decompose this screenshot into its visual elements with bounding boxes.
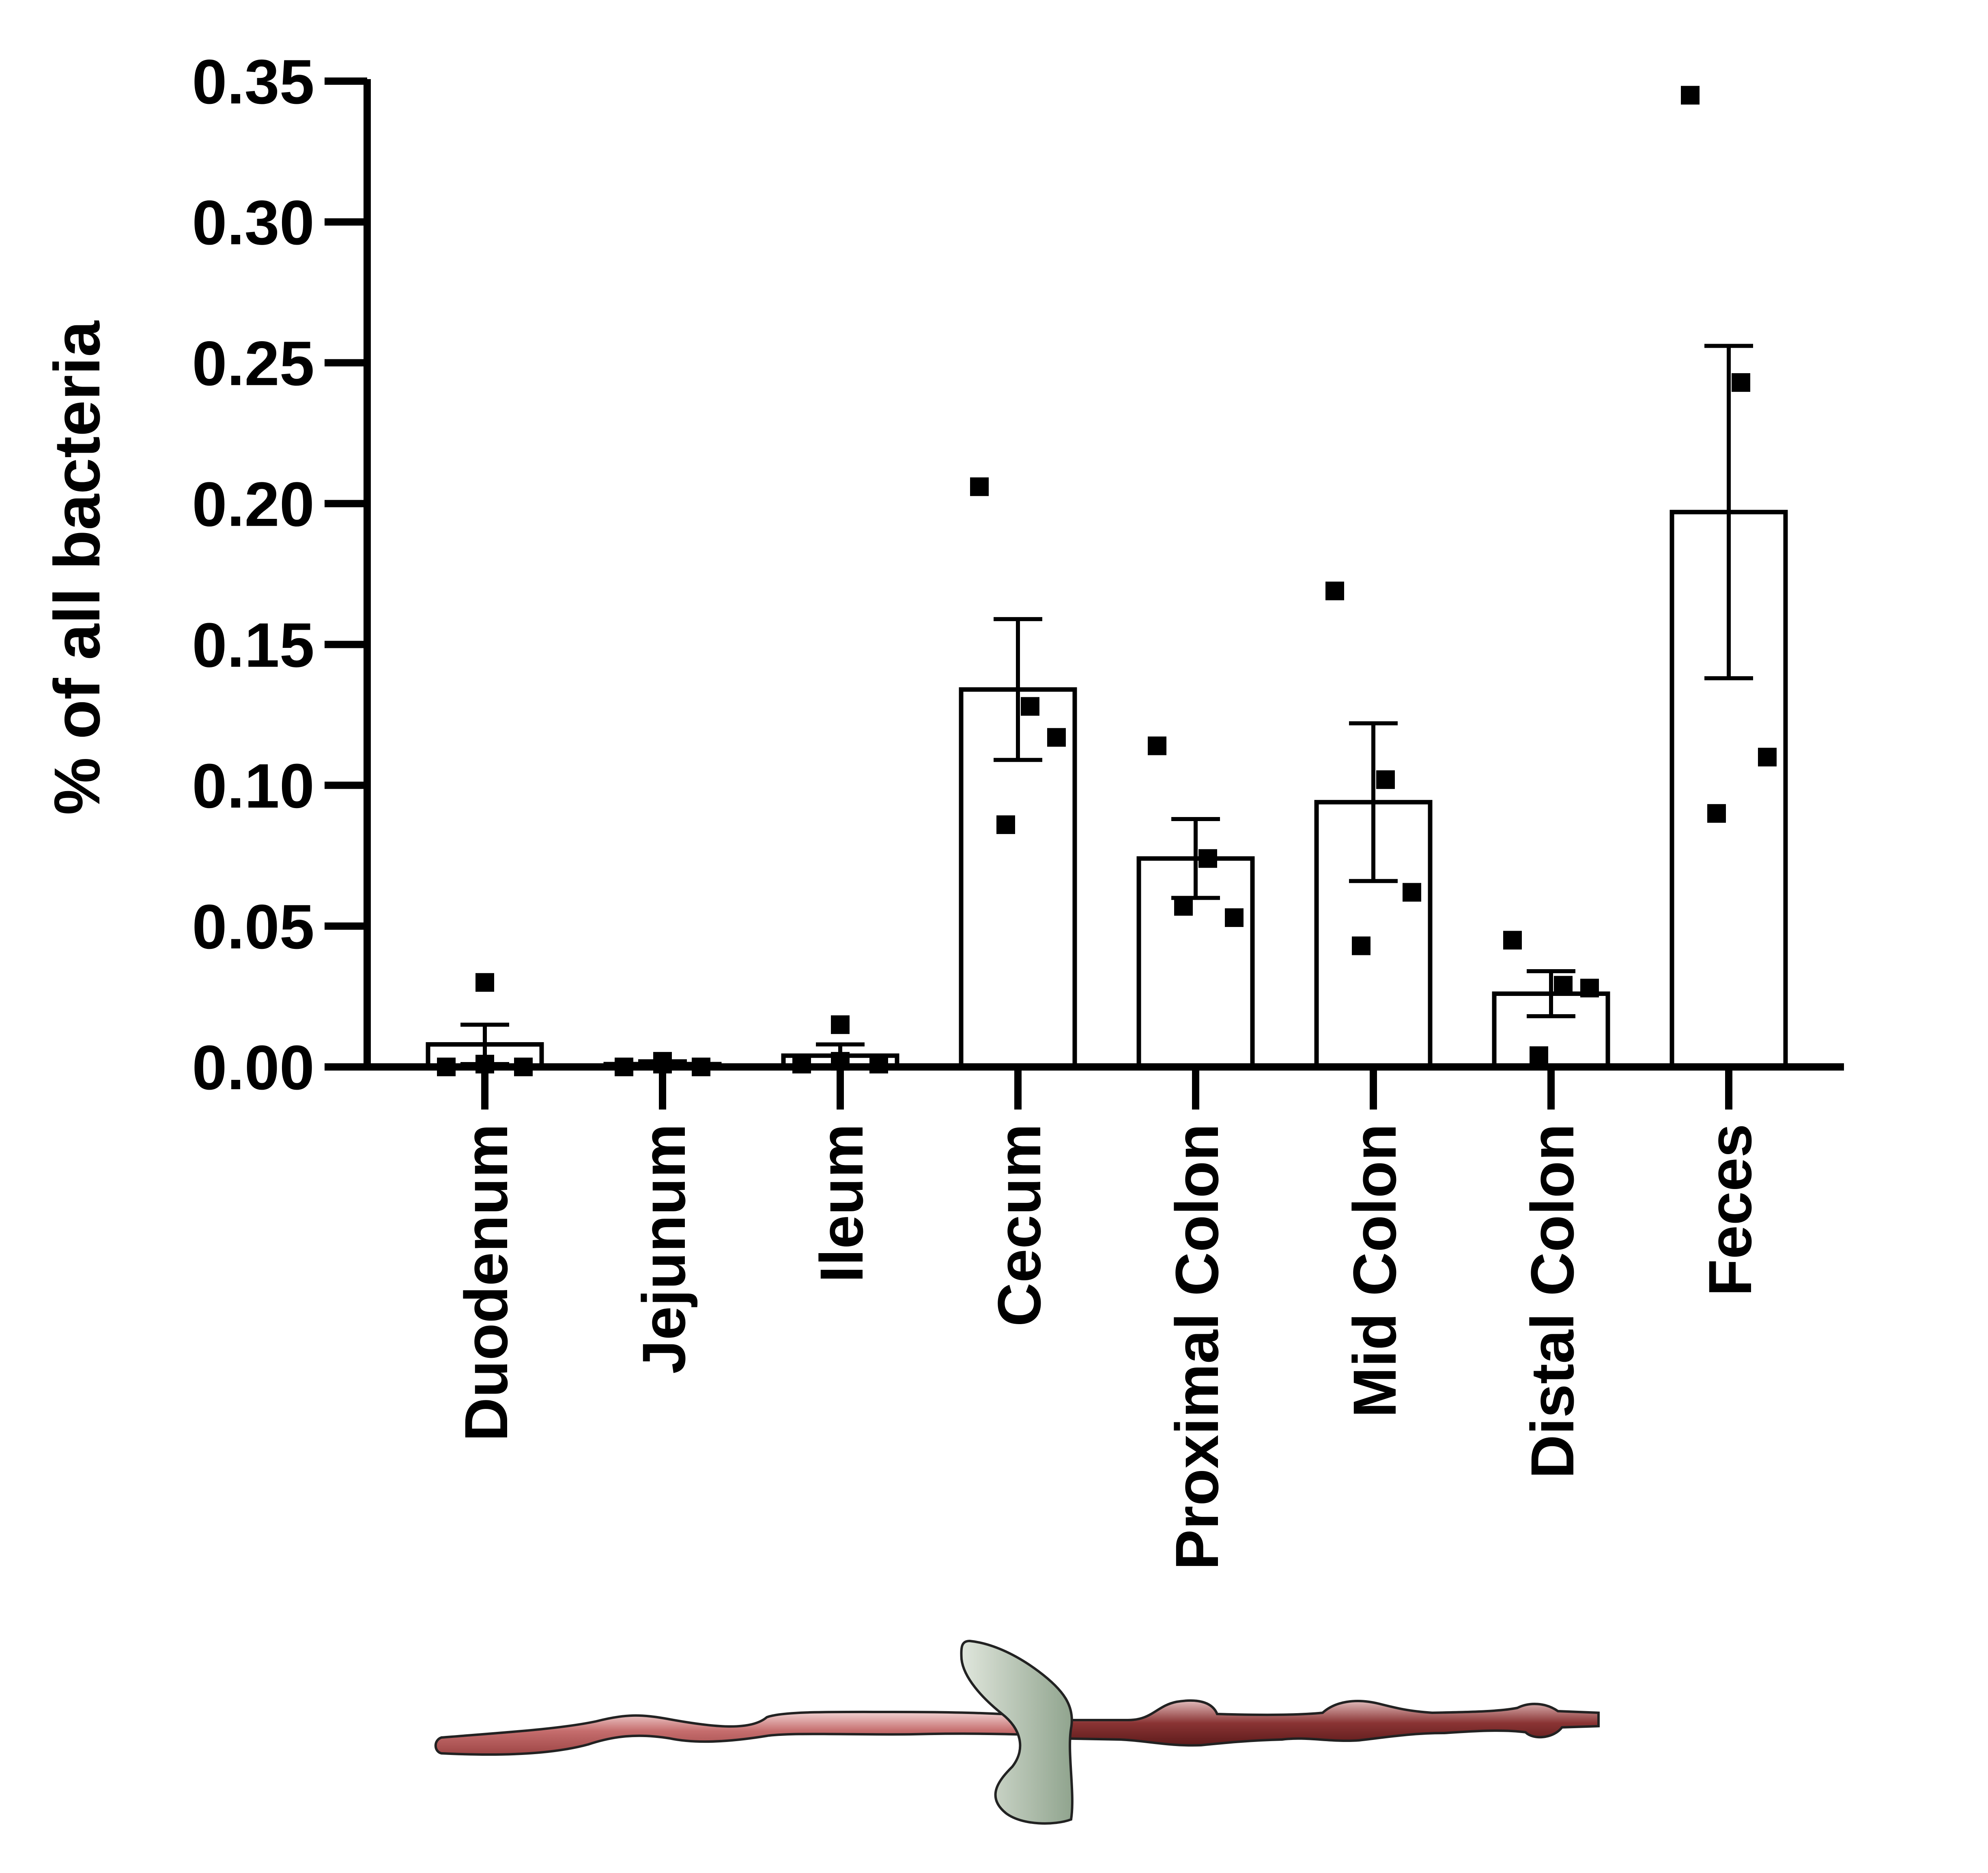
error-bars	[460, 344, 1753, 1069]
category-labels: Duodenum Jejunum Ileum Cecum Proximal Colon M…	[452, 1124, 1764, 1570]
data-point	[1758, 748, 1777, 767]
colon-shape	[1054, 1699, 1600, 1747]
data-point	[1225, 908, 1244, 927]
data-point	[1021, 697, 1039, 716]
y-axis-title: % of all bacteria	[41, 320, 113, 815]
y-axis-ticks: 0.00 0.05 0.10 0.15 0.20 0.25 0.30 0.35	[192, 47, 367, 1103]
x-axis-ticks	[481, 1067, 1732, 1110]
y-tick-label: 0.15	[192, 610, 314, 680]
category-label: Cecum	[985, 1124, 1053, 1327]
y-tick-label: 0.35	[192, 47, 314, 117]
intestine-illustration	[434, 1639, 1600, 1825]
data-point	[1047, 728, 1066, 747]
data-point	[1403, 883, 1421, 902]
data-point	[1325, 581, 1344, 600]
data-point	[1707, 804, 1726, 823]
data-point	[1530, 1046, 1548, 1065]
data-point	[1503, 931, 1522, 950]
y-tick-label: 0.10	[192, 751, 314, 821]
data-point	[1174, 897, 1193, 916]
cecum-shape	[960, 1639, 1074, 1825]
bar	[1136, 856, 1255, 1069]
category-label: Distal Colon	[1518, 1124, 1586, 1479]
y-tick-label: 0.00	[192, 1032, 314, 1103]
category-label: Mid Colon	[1340, 1124, 1409, 1418]
y-tick-label: 0.25	[192, 328, 314, 398]
y-tick-label: 0.05	[192, 892, 314, 962]
category-label: Ileum	[807, 1124, 876, 1283]
category-label: Feces	[1696, 1124, 1764, 1296]
y-tick-label: 0.20	[192, 469, 314, 539]
category-label: Proximal Colon	[1163, 1124, 1231, 1570]
data-point	[831, 1015, 850, 1034]
data-point	[1681, 86, 1700, 105]
category-label: Duodenum	[452, 1124, 520, 1441]
small-intestine-shape	[434, 1710, 1040, 1756]
data-point	[1352, 936, 1371, 955]
data-point	[1580, 978, 1599, 998]
data-point	[996, 815, 1015, 834]
data-point	[970, 477, 989, 496]
data-point	[1732, 373, 1750, 392]
data-point	[1376, 770, 1395, 789]
data-point	[1554, 976, 1573, 995]
y-tick-label: 0.30	[192, 187, 314, 258]
data-point	[475, 973, 494, 992]
data-points	[437, 86, 1777, 1076]
data-point	[1198, 849, 1217, 868]
category-label: Jejunum	[630, 1124, 698, 1374]
data-point	[1148, 736, 1166, 755]
